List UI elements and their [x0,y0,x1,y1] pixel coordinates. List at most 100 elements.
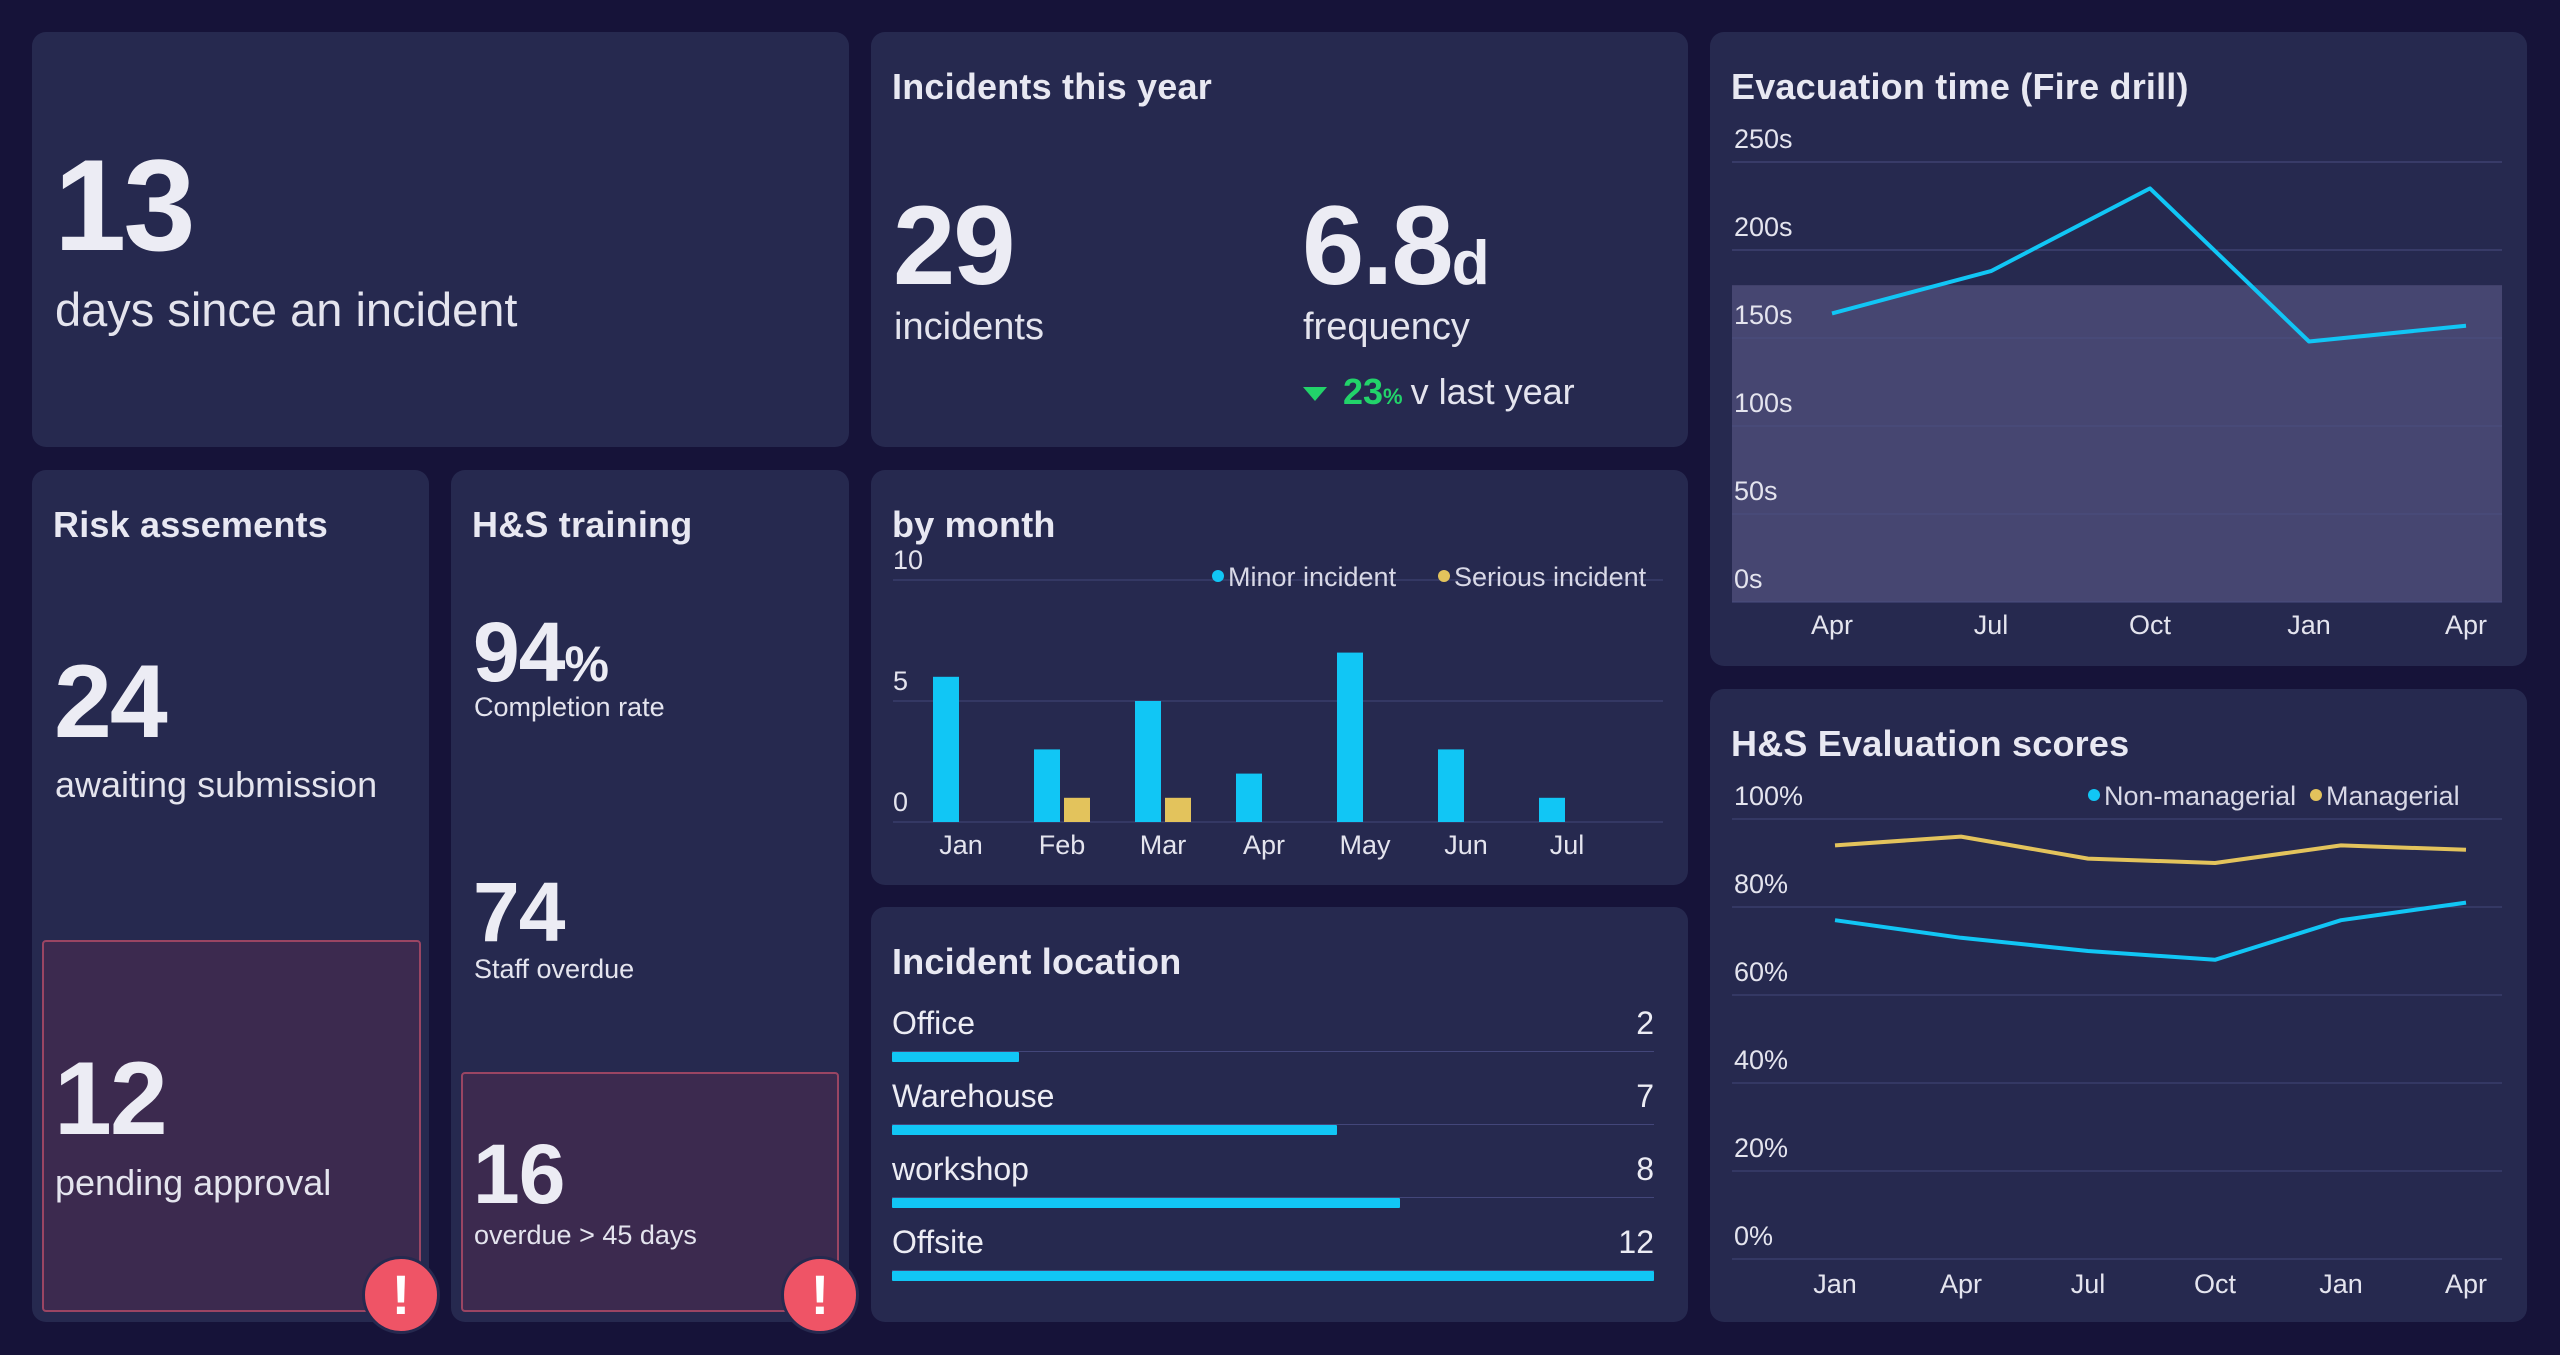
card-title: Incident location [892,941,1182,982]
trend-down-icon [1303,387,1327,402]
y-tick-label: 250s [1734,124,1793,154]
y-tick-label: 40% [1734,1045,1788,1075]
frequency-unit: d [1451,229,1490,298]
y-tick-label: 50s [1734,476,1778,506]
change-value: 23 [1343,371,1384,412]
incident-count-label: incidents [894,306,1044,348]
legend-label: Non-managerial [2104,781,2296,811]
y-tick-label: 100s [1734,388,1793,418]
completion-rate-label: Completion rate [474,692,665,722]
y-tick-label: 0 [893,787,908,817]
location-count: 7 [1636,1078,1654,1114]
x-tick-label: Apr [1243,830,1285,860]
x-tick-label: Jan [2319,1269,2363,1299]
change-label: v last year [1410,371,1575,412]
y-tick-label: 20% [1734,1133,1788,1163]
bar [1165,797,1191,822]
completion-rate-unit: % [564,636,609,692]
legend-swatch [1212,570,1224,582]
change-unit: % [1383,384,1403,409]
pending-approval-label: pending approval [55,1162,332,1203]
bar [933,676,959,822]
x-tick-label: Mar [1140,830,1187,860]
card-title: H&S Evaluation scores [1731,723,2130,764]
divider [892,1051,1654,1052]
location-name: workshop [892,1151,1029,1187]
location-row: Warehouse 7 [892,1078,1654,1140]
card-title: by month [892,504,1056,545]
location-name: Offsite [892,1224,984,1260]
pending-approval-value: 12 [54,1041,168,1157]
pending-approval-alert[interactable]: 12 pending approval [42,940,421,1312]
bar [1337,652,1363,822]
location-count: 8 [1636,1151,1654,1187]
y-tick-label: 60% [1734,957,1788,987]
completion-rate-group: 94% [473,610,609,694]
y-tick-label: 0s [1734,564,1763,594]
bar [1539,797,1565,822]
y-tick-label: 200s [1734,212,1793,242]
card-title: Risk assements [53,504,328,545]
hs-training-card: H&S training 94% Completion rate 74 Staf… [451,470,849,1322]
days-since-incident-card: 13 days since an incident [32,32,849,447]
divider [892,1197,1654,1198]
evaluation-scores-card: H&S Evaluation scores 0% 20% 40% 60% 80% 100%… [1710,689,2527,1322]
awaiting-submission-value: 24 [54,644,168,760]
staff-overdue-value: 74 [473,865,565,959]
x-tick-label: Jan [2287,610,2331,640]
x-tick-label: Apr [1811,610,1853,640]
x-tick-label: Jun [1444,830,1488,860]
divider [892,1124,1654,1125]
location-count: 2 [1636,1005,1654,1041]
incidents-this-year-card: Incidents this year 29 incidents 6.8d fr… [871,32,1688,447]
x-tick-label: Feb [1039,830,1086,860]
y-tick-label: 80% [1734,869,1788,899]
staff-overdue-label: Staff overdue [474,954,635,984]
location-count: 12 [1618,1224,1654,1260]
card-title: H&S training [472,504,693,545]
location-bar [892,1052,1019,1062]
y-tick-label: 10 [893,545,923,575]
long-overdue-label: overdue > 45 days [474,1220,697,1250]
days-since-incident-label: days since an incident [55,283,518,336]
location-row: workshop 8 [892,1151,1654,1213]
incidents-by-month-card: by month 0 5 10 Jan Feb Mar Apr May Jun Jul Minor … [871,470,1688,885]
evaluation-scores-chart: 0% 20% 40% 60% 80% 100% Jan Apr Jul Oct Jan Apr Non-… [1732,781,2502,1299]
series-line [1834,900,2467,962]
y-tick-label: 5 [893,666,908,696]
y-tick-label: 150s [1734,300,1793,330]
legend-swatch [1438,570,1450,582]
x-tick-label: Jul [1550,830,1585,860]
x-tick-label: Apr [2445,1269,2487,1299]
incident-count-value: 29 [893,183,1016,308]
location-row: Offsite 12 [892,1224,1654,1286]
series-line [1834,834,2467,865]
x-tick-label: Apr [2445,610,2487,640]
bar [1438,749,1464,822]
days-since-incident-value: 13 [54,132,196,278]
location-row: Office 2 [892,1005,1654,1067]
legend-label: Managerial [2326,781,2460,811]
legend-label: Minor incident [1228,562,1397,592]
card-title: Incidents this year [892,66,1212,107]
legend-swatch [2310,789,2322,801]
incidents-by-month-chart: 0 5 10 Jan Feb Mar Apr May Jun Jul Minor incident S… [893,545,1663,860]
frequency-change: 23% v last year [1303,371,1575,413]
legend-swatch [2088,789,2100,801]
long-overdue-value: 16 [473,1127,565,1221]
location-bar [892,1198,1400,1208]
y-tick-label: 100% [1734,781,1803,811]
x-tick-label: Jan [939,830,983,860]
long-overdue-alert[interactable]: 16 overdue > 45 days [461,1072,839,1312]
exclamation-icon: ! [781,1256,859,1334]
frequency-value: 6.8 [1302,183,1454,308]
completion-rate-value: 94 [473,605,565,699]
location-name: Office [892,1005,975,1041]
card-title: Evacuation time (Fire drill) [1731,66,2189,107]
location-bar [892,1125,1337,1135]
bar [1236,773,1262,822]
incident-location-card: Incident location Office 2 Warehouse 7 works… [871,907,1688,1322]
frequency-value-group: 6.8d [1302,190,1490,302]
x-tick-label: Jan [1813,1269,1857,1299]
legend-label: Serious incident [1454,562,1647,592]
